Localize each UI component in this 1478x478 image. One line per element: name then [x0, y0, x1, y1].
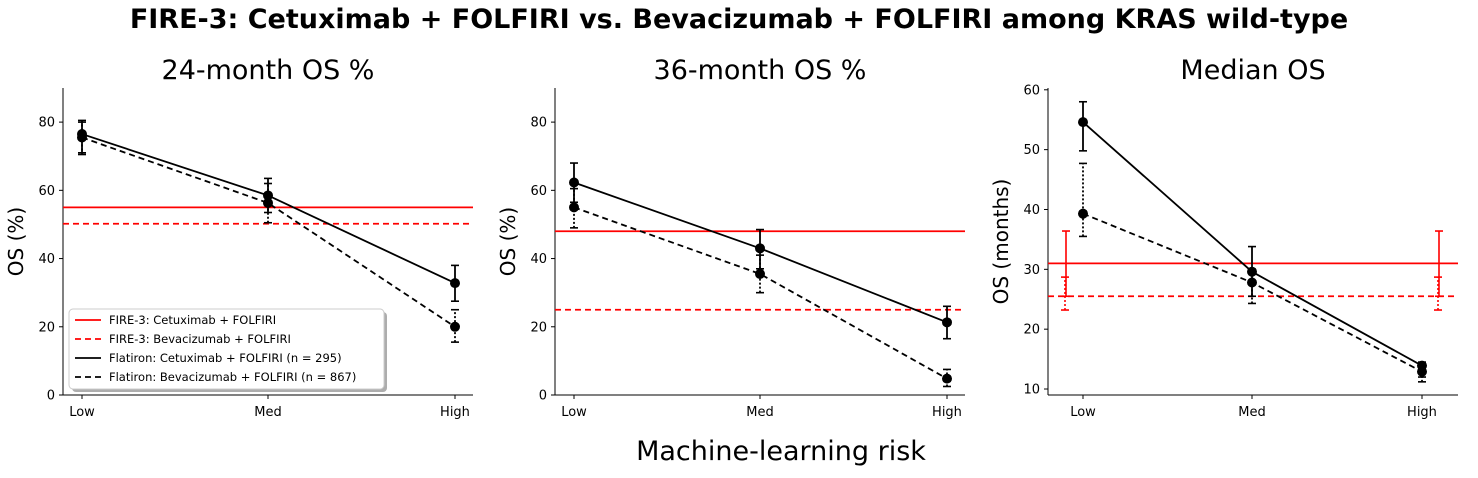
- flatiron-bevacizumab-line: [81, 136, 456, 328]
- y-tick-label: 20: [1023, 323, 1040, 338]
- y-tick-label: 80: [38, 116, 55, 131]
- panel-title: Median OS: [1180, 55, 1325, 86]
- shared-x-axis-label: Machine-learning risk: [636, 436, 926, 467]
- panel-title: 24-month OS %: [162, 55, 375, 86]
- y-tick-label: 30: [1023, 263, 1040, 278]
- y-tick-label: 10: [1023, 383, 1040, 398]
- data-point: [1417, 366, 1427, 377]
- x-tick-label: Low: [561, 405, 587, 420]
- figure-title: FIRE-3: Cetuximab + FOLFIRI vs. Bevacizu…: [129, 4, 1349, 35]
- x-tick-label: Low: [69, 405, 95, 420]
- y-tick-label: 40: [38, 252, 55, 267]
- x-tick-label: High: [440, 405, 470, 420]
- legend-entry: Flatiron: Cetuximab + FOLFIRI (n = 295): [109, 351, 342, 365]
- data-point: [942, 373, 952, 384]
- y-tick-label: 0: [539, 389, 547, 404]
- data-point: [755, 243, 765, 254]
- x-tick-label: High: [1407, 405, 1437, 420]
- data-point: [77, 132, 87, 143]
- data-point: [1247, 277, 1257, 288]
- data-point: [450, 321, 460, 332]
- data-point: [263, 197, 273, 208]
- legend-entry: FIRE-3: Bevacizumab + FOLFIRI: [109, 332, 291, 346]
- y-tick-label: 60: [530, 184, 547, 199]
- x-tick-label: Med: [254, 405, 281, 420]
- x-tick-label: Med: [1238, 405, 1265, 420]
- x-tick-label: High: [932, 405, 962, 420]
- panel-title: 36-month OS %: [654, 55, 867, 86]
- y-axis-label: OS (months): [989, 179, 1013, 305]
- y-tick-label: 60: [38, 184, 55, 199]
- data-point: [450, 278, 460, 289]
- y-tick-label: 80: [530, 116, 547, 131]
- y-tick-label: 20: [530, 320, 547, 335]
- legend-entry: Flatiron: Bevacizumab + FOLFIRI (n = 867…: [109, 370, 356, 384]
- legend-entry: FIRE-3: Cetuximab + FOLFIRI: [109, 313, 276, 327]
- y-tick-label: 60: [1023, 83, 1040, 98]
- y-tick-label: 50: [1023, 143, 1040, 158]
- data-point: [263, 190, 273, 201]
- data-point: [942, 317, 952, 328]
- y-tick-label: 40: [1023, 203, 1040, 218]
- y-tick-label: 20: [38, 320, 55, 335]
- y-axis-label: OS (%): [496, 207, 520, 276]
- x-tick-label: Low: [1070, 405, 1096, 420]
- y-axis-label: OS (%): [4, 207, 28, 276]
- x-tick-label: Med: [746, 405, 773, 420]
- data-point: [1078, 117, 1088, 128]
- y-tick-label: 40: [530, 252, 547, 267]
- legend-box: [68, 308, 385, 390]
- data-point: [755, 268, 765, 279]
- flatiron-cetuximab-line: [1082, 121, 1423, 367]
- data-point: [569, 177, 579, 188]
- data-point: [569, 202, 579, 213]
- flatiron-bevacizumab-line: [573, 206, 948, 380]
- data-point: [1078, 208, 1088, 219]
- y-tick-label: 0: [47, 389, 55, 404]
